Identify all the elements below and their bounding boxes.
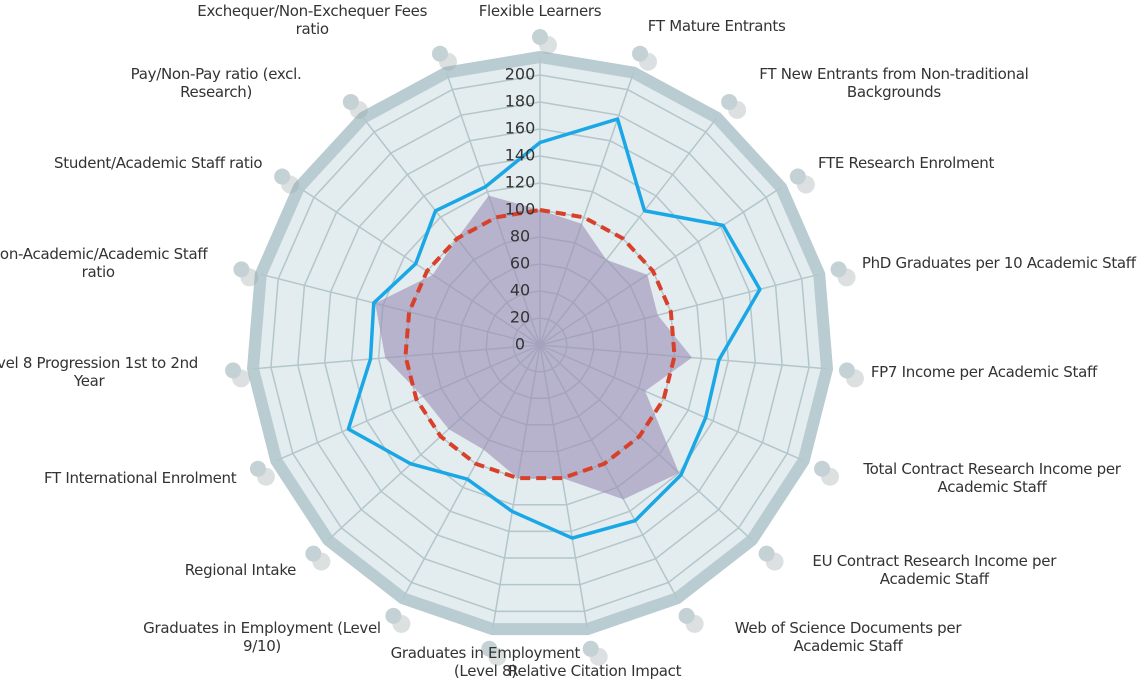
category-label: Level 8 Progression 1st to 2nd Year [0,354,198,391]
series-line [403,208,677,481]
label-dot [274,168,291,185]
label-dot [225,362,242,379]
category-label: FT New Entrants from Non-traditional Bac… [759,65,1029,101]
label-dot [342,93,359,110]
label-dot [582,640,599,657]
category-label: FP7 Income per Academic Staff [870,363,1097,382]
category-label: Graduates in Employment (Level 8) [390,644,581,680]
grid-ring [297,101,783,586]
r-tick-label: 80 [510,227,530,246]
label-dot [814,460,831,477]
category-label: FTE Research Enrolment [817,154,995,173]
category-label: PhD Graduates per 10 Academic Staff [861,254,1136,273]
category-label: Relative Citation Impact [508,662,682,680]
r-tick-label: 60 [510,254,530,273]
grid-ring [270,74,810,613]
category-label: Pay/Non-Pay ratio (excl. Research) [130,65,302,101]
label-dot [758,545,775,562]
category-label: Non-Academic/Academic Staff ratio [0,245,208,282]
r-tick-label: 0 [515,335,525,354]
category-label: Graduates in Employment (Level 9/10) [143,618,381,655]
category-label: Student/Academic Staff ratio [54,154,263,173]
r-tick-label: 140 [505,146,536,165]
label-dot [789,168,806,185]
label-dot [431,45,448,62]
r-tick-label: 40 [510,281,530,300]
label-dot [249,460,266,477]
category-label: Total Contract Research Income per Acade… [863,460,1121,497]
r-tick-label: 200 [505,65,536,84]
area [375,195,693,500]
label-dot [632,45,649,62]
label-dot [305,545,322,562]
category-label: Exchequer/Non-Exchequer Fees ratio [197,2,428,38]
label-dot [838,362,855,379]
category-label: Web of Science Documents per Academic St… [734,618,962,655]
label-dot [830,261,847,278]
label-dot [385,607,402,624]
label-dot [721,93,738,110]
category-label: FT International Enrolment [43,469,237,488]
grid-ring [377,182,703,506]
r-tick-label: 120 [505,173,536,192]
label-dot [233,261,250,278]
r-tick-label: 160 [505,119,536,138]
r-tick-label: 20 [510,308,530,327]
category-label: FT Mature Entrants [647,16,786,35]
r-tick-label: 100 [505,200,536,219]
category-label: Regional Intake [184,560,297,579]
grid-ring [323,128,757,559]
r-tick-label: 180 [505,92,536,111]
grid-ring [350,155,730,533]
label-dot [532,29,548,45]
category-label: Flexible Learners [478,2,602,20]
series-line [346,117,762,540]
category-label: EU Contract Research Income per Academic… [812,551,1057,588]
label-dot [481,640,498,657]
label-dot [678,607,695,624]
